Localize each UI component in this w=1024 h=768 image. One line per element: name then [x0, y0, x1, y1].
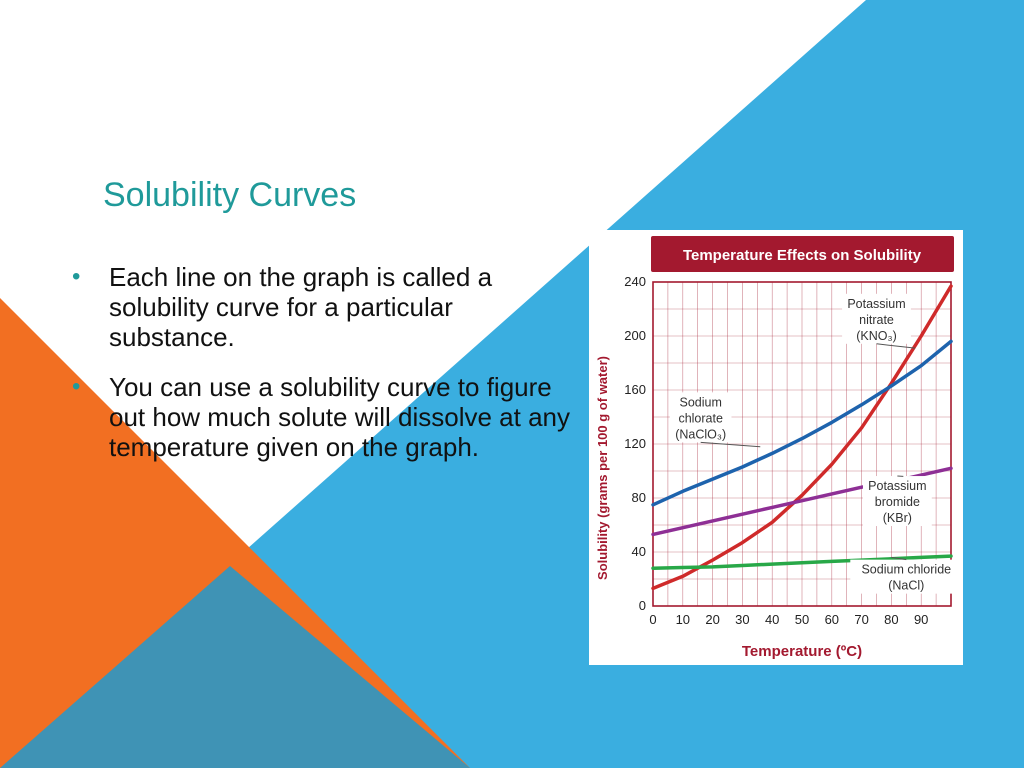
series-label-background — [669, 392, 732, 443]
series-label: (NaCl) — [888, 579, 924, 593]
series-label-background — [850, 559, 963, 594]
series-label-leader — [700, 441, 761, 448]
chart-figure: Temperature Effects on Solubility 0 10 20 3… — [589, 230, 963, 665]
series-label: Sodium — [679, 395, 721, 409]
x-tick-label: 80 — [884, 612, 898, 627]
y-axis-label: Solubility (grams per 100 g of water) — [595, 356, 610, 580]
x-tick-label: 70 — [854, 612, 868, 627]
bullet-glyph: • — [72, 373, 81, 400]
series-labels: Potassium nitrate (KNO₃) Sodium chlorate (NaC… — [669, 293, 963, 594]
y-tick-label: 80 — [632, 490, 646, 505]
bullet-list: • Each line on the graph is called a sol… — [72, 262, 572, 482]
series-label-background — [862, 476, 932, 527]
bullet-text: You can use a solubility curve to figure… — [109, 372, 571, 462]
series-label: chlorate — [678, 411, 723, 425]
x-tick-label: 30 — [735, 612, 749, 627]
x-tick-label: 40 — [765, 612, 779, 627]
x-tick-label: 10 — [676, 612, 690, 627]
y-tick-label: 40 — [632, 544, 646, 559]
series-label: Potassium — [847, 297, 905, 311]
series-label-background — [842, 293, 911, 344]
orange-triangle — [0, 298, 470, 768]
series-line — [651, 554, 953, 570]
y-tick-label: 160 — [624, 382, 646, 397]
bullet-item: • You can use a solubility curve to figu… — [72, 372, 572, 462]
chart-title-bar — [651, 236, 954, 272]
x-tick-label: 50 — [795, 612, 809, 627]
series-label: Sodium chloride — [861, 563, 951, 577]
series-label-leader — [891, 556, 907, 561]
series-label: (KNO₃) — [856, 329, 897, 343]
series-label: nitrate — [859, 313, 894, 327]
x-tick-label: 20 — [705, 612, 719, 627]
series-label-leader — [876, 343, 916, 349]
series-label: Potassium — [868, 479, 926, 493]
chart-title: Temperature Effects on Solubility — [683, 247, 922, 264]
series-label: (NaClO₃) — [675, 427, 726, 441]
slide-title: Solubility Curves — [103, 176, 357, 214]
y-tick-label: 240 — [624, 274, 646, 289]
solubility-chart: Temperature Effects on Solubility 0 10 20 3… — [595, 236, 963, 660]
x-tick-label: 90 — [914, 612, 928, 627]
bullet-item: • Each line on the graph is called a sol… — [72, 262, 572, 352]
tick-labels: 0 10 20 30 40 50 60 70 80 90 0 40 80 120 160 200 240 — [624, 274, 928, 627]
x-tick-label: 60 — [825, 612, 839, 627]
y-tick-label: 120 — [624, 436, 646, 451]
x-axis-label: Temperature (ºC) — [742, 643, 862, 660]
series-line — [651, 339, 953, 507]
y-tick-label: 0 — [639, 598, 646, 613]
series-label: (KBr) — [883, 511, 912, 525]
bullet-text: Each line on the graph is called a solub… — [109, 262, 493, 352]
bullet-glyph: • — [72, 263, 81, 290]
series-label: bromide — [875, 495, 920, 509]
x-tick-label: 0 — [649, 612, 656, 627]
plot-frame — [652, 281, 952, 607]
steel-overlap-triangle — [0, 566, 470, 768]
y-tick-label: 200 — [624, 328, 646, 343]
